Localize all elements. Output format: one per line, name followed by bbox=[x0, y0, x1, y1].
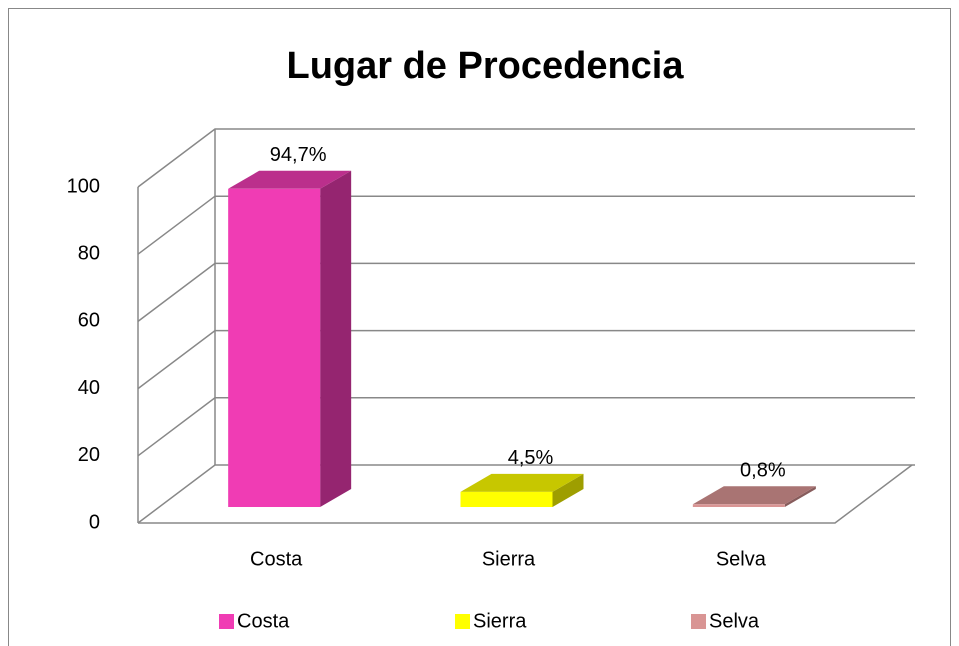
x-tick-label: Sierra bbox=[482, 548, 536, 570]
chart-border bbox=[8, 8, 951, 646]
grid-line bbox=[137, 397, 915, 457]
bar-side bbox=[552, 473, 584, 507]
bar-top bbox=[460, 473, 584, 492]
bar bbox=[460, 491, 553, 507]
legend-label: Costa bbox=[237, 610, 290, 632]
data-label: 4,5% bbox=[508, 447, 554, 469]
x-tick-label: Costa bbox=[250, 548, 303, 570]
chart-title: Lugar de Procedencia bbox=[286, 45, 684, 87]
legend-label: Sierra bbox=[473, 610, 527, 632]
bar bbox=[692, 504, 785, 507]
grid-line bbox=[137, 128, 915, 188]
grid-line bbox=[137, 195, 915, 255]
grid-line bbox=[137, 262, 915, 322]
y-tick-label: 60 bbox=[78, 310, 100, 332]
bar-top bbox=[692, 486, 816, 505]
legend-swatch bbox=[219, 614, 234, 629]
y-tick-label: 0 bbox=[89, 511, 100, 533]
y-tick-label: 20 bbox=[78, 444, 100, 466]
bar-top bbox=[228, 170, 352, 189]
grid-line bbox=[137, 464, 915, 524]
bar-side bbox=[320, 170, 352, 508]
legend-swatch bbox=[691, 614, 706, 629]
data-label: 94,7% bbox=[270, 144, 327, 166]
y-tick-label: 40 bbox=[78, 377, 100, 399]
legend-label: Selva bbox=[709, 610, 760, 632]
floor-edge bbox=[138, 464, 913, 524]
y-tick-label: 80 bbox=[78, 242, 100, 264]
legend-swatch bbox=[455, 614, 470, 629]
x-tick-label: Selva bbox=[716, 548, 767, 570]
grid-line bbox=[137, 329, 915, 390]
bar bbox=[228, 188, 321, 508]
y-tick-label: 100 bbox=[67, 175, 100, 197]
bar-side bbox=[784, 486, 816, 507]
data-label: 0,8% bbox=[740, 460, 786, 482]
